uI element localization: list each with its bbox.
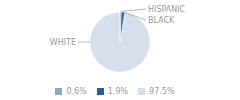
- html-text:97.5%: 97.5%: [149, 87, 175, 96]
- svg-text:HISPANIC: HISPANIC: [148, 5, 186, 14]
- html-text:0.6%: 0.6%: [66, 87, 87, 96]
- svg-text:BLACK: BLACK: [148, 16, 175, 25]
- html-text:1.9%: 1.9%: [107, 87, 129, 96]
- svg-text:WHITE: WHITE: [50, 38, 76, 47]
